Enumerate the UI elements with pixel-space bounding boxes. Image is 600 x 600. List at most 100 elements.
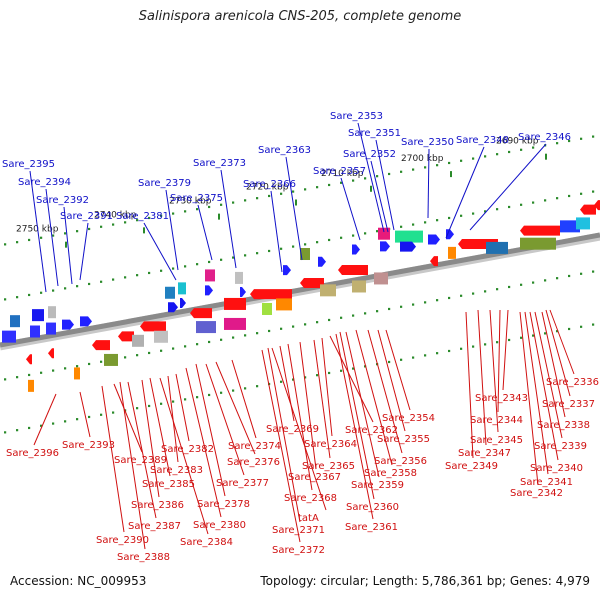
fwd-dot <box>100 280 103 283</box>
reverse-gene-block <box>352 280 366 293</box>
rev-outer-dot <box>304 376 307 379</box>
forward-gene-block <box>30 325 40 338</box>
reverse-leader-line <box>101 385 125 533</box>
fwd-dot <box>460 214 463 217</box>
rev-dot <box>580 272 583 275</box>
reverse-leader-line <box>385 329 411 411</box>
ruler-dot <box>592 135 595 138</box>
ruler-dot <box>196 208 199 211</box>
rev-dot <box>592 270 595 273</box>
reverse-gene-arrow <box>190 308 212 319</box>
reverse-gene-label: Sare_2386 <box>131 500 184 511</box>
reverse-leader-line <box>519 311 539 486</box>
rev-dot <box>424 301 427 304</box>
rev-outer-dot <box>88 415 91 419</box>
rev-dot <box>100 360 103 363</box>
forward-gene-label: Sare_2381 <box>116 211 169 222</box>
ruler-dot <box>28 238 31 242</box>
forward-gene-block <box>165 286 175 299</box>
rev-dot <box>436 299 439 302</box>
reverse-leader-line <box>79 391 91 438</box>
reverse-leader-line <box>377 329 406 432</box>
ruler-dot <box>112 223 115 226</box>
reverse-gene-block <box>224 297 246 310</box>
rev-dot <box>556 277 559 280</box>
rev-dot <box>160 349 163 352</box>
rev-outer-dot <box>328 371 331 375</box>
reverse-leader-line <box>345 331 380 478</box>
fwd-dot <box>532 201 535 204</box>
rev-dot <box>304 323 307 326</box>
rev-dot <box>136 354 139 357</box>
fwd-dot <box>268 249 271 253</box>
reverse-gene-block <box>276 298 292 311</box>
rev-outer-dot <box>100 413 103 416</box>
reverse-leader-line <box>175 373 190 442</box>
reverse-gene-label: Sare_2368 <box>284 493 337 504</box>
ruler-dot <box>76 230 79 233</box>
ruler-dot <box>160 214 163 217</box>
fwd-dot <box>568 194 571 198</box>
forward-gene-block <box>378 227 390 240</box>
fwd-dot <box>64 287 67 290</box>
ruler-dot <box>496 153 499 156</box>
rev-dot <box>52 369 55 372</box>
fwd-dot <box>436 219 439 222</box>
ruler-dot <box>232 201 235 204</box>
rev-dot <box>328 318 331 322</box>
reverse-leader-line <box>261 349 301 543</box>
forward-gene-label: Sare_2353 <box>330 111 383 122</box>
reverse-gene-arrow <box>250 289 292 300</box>
reverse-leader-line <box>367 329 403 454</box>
rev-dot <box>4 378 7 381</box>
reverse-gene-label: Sare_2365 <box>302 461 355 472</box>
reverse-gene-label: Sare_2369 <box>266 424 319 435</box>
reverse-gene-label: Sare_2362 <box>345 425 398 436</box>
ruler-dot <box>532 146 535 149</box>
ruler-dot <box>580 137 583 140</box>
fwd-dot <box>400 225 403 228</box>
rev-dot <box>448 296 451 300</box>
forward-gene-label: Sare_2392 <box>36 195 89 206</box>
rev-outer-dot <box>388 360 391 364</box>
ruler-dot <box>436 164 439 167</box>
reverse-leader-line <box>205 363 245 476</box>
fwd-dot <box>328 238 331 242</box>
forward-leader-line <box>45 188 59 287</box>
reverse-gene-label: Sare_2341 <box>520 477 573 488</box>
ruler-label: 2730 kbp <box>169 197 212 207</box>
forward-gene-arrow <box>205 285 213 296</box>
rev-dot <box>172 347 175 350</box>
ruler-dot <box>124 221 127 224</box>
reverse-gene-label: Sare_2372 <box>272 545 325 556</box>
reverse-gene-block <box>28 379 34 392</box>
reverse-gene-label: Sare_2349 <box>445 461 498 472</box>
reverse-leader-line <box>113 383 143 453</box>
reverse-gene-block <box>104 353 118 366</box>
rev-outer-dot <box>244 387 247 390</box>
rev-dot <box>544 279 547 282</box>
reverse-gene-block <box>560 220 580 233</box>
fwd-dot <box>232 256 235 259</box>
rev-outer-dot <box>136 407 139 410</box>
reverse-gene-label: Sare_2347 <box>458 448 511 459</box>
ruler-dot <box>568 139 571 143</box>
ruler-dot <box>388 172 391 176</box>
ruler-dot <box>280 192 283 195</box>
fwd-dot <box>340 236 343 239</box>
fwd-dot <box>124 276 127 279</box>
rev-outer-dot <box>532 334 535 337</box>
forward-leader-line <box>375 139 395 231</box>
reverse-leader-line <box>545 309 571 397</box>
accession-label: Accession: NC_009953 <box>10 574 147 588</box>
ruler-dot <box>16 241 19 244</box>
forward-gene-arrow <box>318 256 326 267</box>
reverse-leader-line <box>524 311 549 475</box>
reverse-gene-block <box>520 237 556 250</box>
fwd-dot <box>292 245 295 248</box>
forward-leader-line <box>29 170 47 293</box>
rev-dot <box>496 288 499 291</box>
forward-leader-line <box>165 189 179 271</box>
forward-gene-arrow <box>168 302 178 313</box>
reverse-gene-label: Sare_2388 <box>117 552 170 563</box>
